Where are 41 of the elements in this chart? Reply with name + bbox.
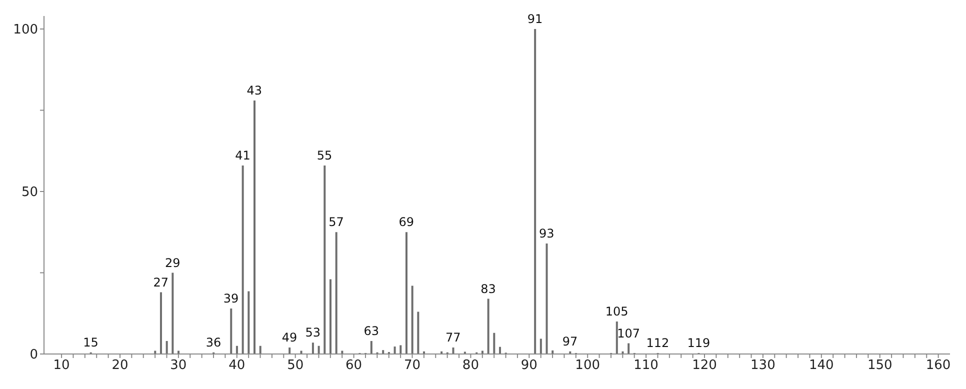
annotation: 49 — [282, 330, 298, 344]
annotation: 15 — [83, 335, 98, 350]
x-tick-label: 120 — [692, 358, 717, 374]
annotation: 57 — [328, 215, 344, 230]
annotation: 43 — [246, 84, 262, 98]
x-tick-label: 160 — [926, 358, 951, 374]
annotation: 41 — [235, 148, 250, 162]
annotation: 39 — [223, 292, 239, 306]
annotation: 29 — [164, 256, 180, 270]
x-tick-label: 70 — [404, 358, 421, 374]
annotation: 119 — [687, 336, 710, 350]
annotation: 77 — [446, 330, 461, 344]
annotation: 93 — [539, 226, 554, 240]
annotation: 91 — [527, 12, 543, 26]
annotation: 63 — [364, 324, 379, 338]
x-tick-label: 130 — [750, 358, 776, 374]
annotation: 36 — [206, 335, 222, 350]
x-tick-label: 20 — [112, 358, 128, 374]
annotation: 53 — [305, 326, 321, 340]
x-tick-label: 10 — [53, 358, 70, 374]
x-tick-label: 60 — [346, 358, 362, 374]
x-tick-label: 90 — [520, 358, 538, 374]
x-tick-label: 110 — [634, 358, 658, 374]
annotation: 97 — [562, 334, 578, 348]
annotation: 69 — [398, 215, 414, 230]
x-tick-label: 40 — [228, 358, 246, 374]
annotation: 107 — [617, 326, 640, 340]
x-tick-label: 30 — [170, 358, 187, 374]
y-tick-label: 50 — [21, 185, 38, 200]
x-tick-label: 140 — [808, 358, 834, 374]
annotation: 112 — [646, 336, 670, 350]
x-tick-label: 80 — [462, 358, 479, 374]
y-tick-label: 0 — [30, 348, 38, 363]
y-tick-label: 100 — [13, 22, 38, 38]
annotation: 105 — [605, 304, 628, 318]
annotation: 27 — [153, 275, 169, 290]
annotation: 83 — [480, 282, 496, 296]
x-tick-label: 50 — [287, 358, 304, 374]
x-tick-label: 150 — [867, 358, 892, 374]
x-tick-label: 100 — [575, 358, 600, 374]
annotation: 55 — [316, 148, 332, 162]
